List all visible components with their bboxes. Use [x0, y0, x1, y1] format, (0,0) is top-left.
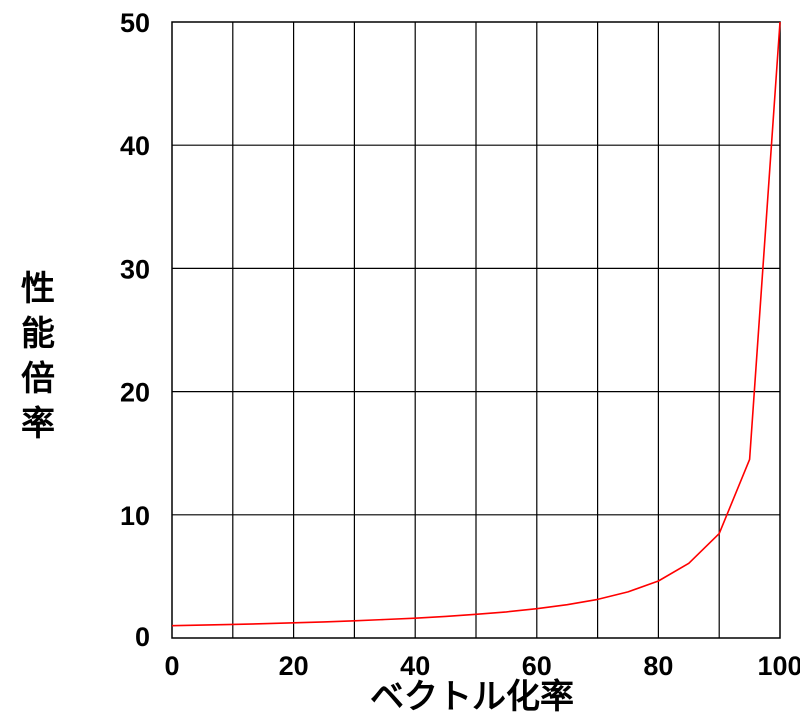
series-group — [171, 21, 781, 627]
y-tick-label: 10 — [120, 501, 150, 531]
y-tick-label: 50 — [120, 8, 150, 38]
series-line — [171, 21, 781, 627]
x-tick-label: 40 — [400, 651, 430, 681]
plot-frame — [171, 21, 781, 639]
x-tick-label: 0 — [164, 651, 179, 681]
plot-border — [171, 21, 781, 639]
x-tick-label: 80 — [643, 651, 673, 681]
x-tick-label: 60 — [522, 651, 552, 681]
x-tick-label: 20 — [279, 651, 309, 681]
y-tick-label: 20 — [120, 378, 150, 408]
y-tick-labels: 0 10 20 30 40 50 — [120, 8, 150, 652]
y-axis-label: 性能倍率 — [21, 269, 55, 444]
x-axis-label: ベクトル化率 — [370, 677, 574, 717]
y-tick-label: 0 — [135, 622, 150, 652]
y-tick-label: 40 — [120, 131, 150, 161]
x-tick-label: 100 — [757, 651, 800, 681]
x-tick-labels: 0 20 40 60 80 100 — [164, 651, 800, 681]
y-tick-label: 30 — [120, 254, 150, 284]
grid — [172, 22, 780, 638]
